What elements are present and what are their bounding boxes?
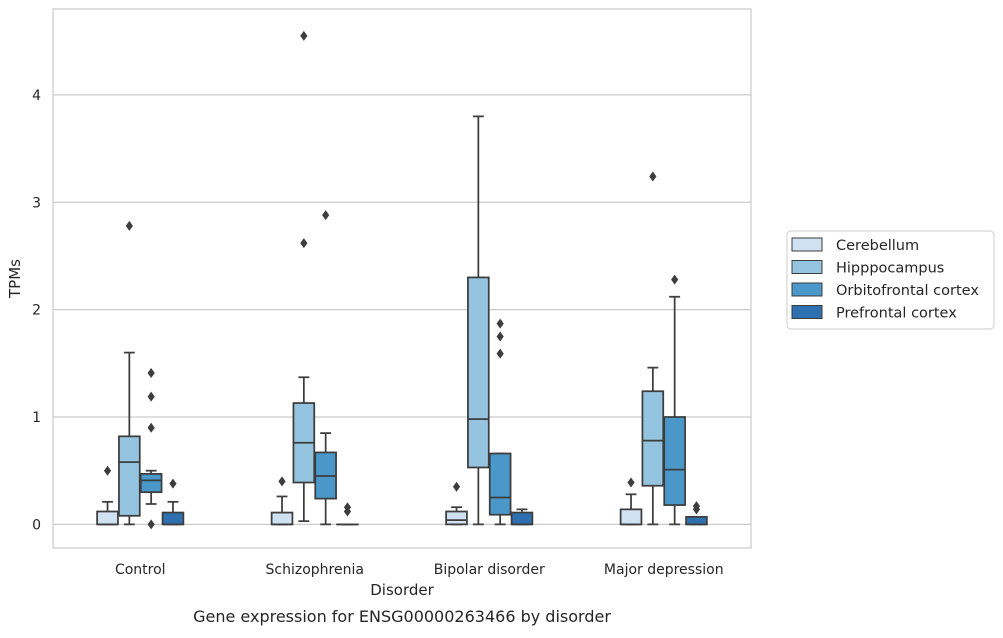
- box-prefrontal-cortex: [512, 509, 533, 524]
- box-orbitofrontal-cortex: [315, 210, 336, 524]
- box-cerebellum: [97, 466, 118, 525]
- x-tick-label: Major depression: [604, 562, 724, 578]
- x-tick-label: Bipolar disorder: [434, 562, 545, 578]
- y-tick-label: 2: [32, 303, 41, 319]
- x-tick-label: Schizophrenia: [266, 562, 364, 578]
- outlier-point: [148, 368, 155, 378]
- box-body: [686, 517, 707, 525]
- box-body: [664, 417, 685, 505]
- box-body: [621, 509, 642, 524]
- outlier-point: [278, 476, 285, 486]
- outlier-point: [627, 478, 634, 488]
- box-orbitofrontal-cortex: [141, 368, 162, 529]
- box-prefrontal-cortex: [686, 501, 707, 524]
- box-body: [141, 474, 162, 492]
- outlier-point: [497, 331, 504, 341]
- legend-swatch: [792, 283, 822, 296]
- chart-caption: Gene expression for ENSG00000263466 by d…: [193, 607, 611, 626]
- y-axis-title: TPMs: [6, 259, 24, 299]
- box-body: [512, 513, 533, 525]
- outlier-point: [148, 423, 155, 433]
- box-hipppocampus: [642, 171, 663, 524]
- box-prefrontal-cortex: [163, 479, 184, 525]
- outlier-point: [300, 238, 307, 248]
- x-tick-label: Control: [115, 562, 166, 578]
- box-body: [272, 513, 293, 525]
- x-axis-title: Disorder: [370, 581, 434, 599]
- outlier-point: [497, 319, 504, 329]
- box-series: [97, 31, 707, 530]
- y-tick-label: 4: [32, 88, 41, 104]
- box-body: [490, 454, 511, 515]
- y-tick-label: 3: [32, 195, 41, 211]
- outlier-point: [497, 349, 504, 359]
- outlier-point: [453, 482, 460, 492]
- box-orbitofrontal-cortex: [664, 275, 685, 525]
- box-prefrontal-cortex: [337, 502, 358, 524]
- box-body: [97, 511, 118, 524]
- box-body: [468, 277, 489, 467]
- y-tick-label: 0: [32, 517, 41, 533]
- legend-label: Orbitofrontal cortex: [836, 283, 979, 299]
- legend: Cerebellum Hipppocampus Orbitofrontal cort…: [787, 231, 994, 329]
- box-cerebellum: [272, 476, 293, 524]
- box-body: [119, 436, 140, 515]
- legend-label: Cerebellum: [836, 238, 919, 254]
- outlier-point: [104, 466, 111, 476]
- legend-label: Hipppocampus: [836, 261, 944, 277]
- outlier-point: [148, 519, 155, 529]
- legend-swatch: [792, 306, 822, 319]
- box-body: [446, 511, 467, 524]
- box-cerebellum: [621, 478, 642, 525]
- outlier-point: [322, 210, 329, 220]
- outlier-point: [126, 221, 133, 231]
- y-tick-label: 1: [32, 410, 41, 426]
- outlier-point: [671, 275, 678, 285]
- legend-swatch: [792, 261, 822, 274]
- outlier-point: [169, 479, 176, 489]
- box-hipppocampus: [293, 31, 314, 521]
- box-hipppocampus: [119, 221, 140, 524]
- box-orbitofrontal-cortex: [490, 319, 511, 525]
- box-body: [642, 391, 663, 485]
- outlier-point: [649, 171, 656, 181]
- outlier-point: [300, 31, 307, 41]
- outlier-point: [148, 392, 155, 402]
- box-cerebellum: [446, 482, 467, 525]
- box-hipppocampus: [468, 116, 489, 524]
- legend-label: Prefrontal cortex: [836, 306, 957, 322]
- box-body: [163, 513, 184, 525]
- legend-swatch: [792, 238, 822, 251]
